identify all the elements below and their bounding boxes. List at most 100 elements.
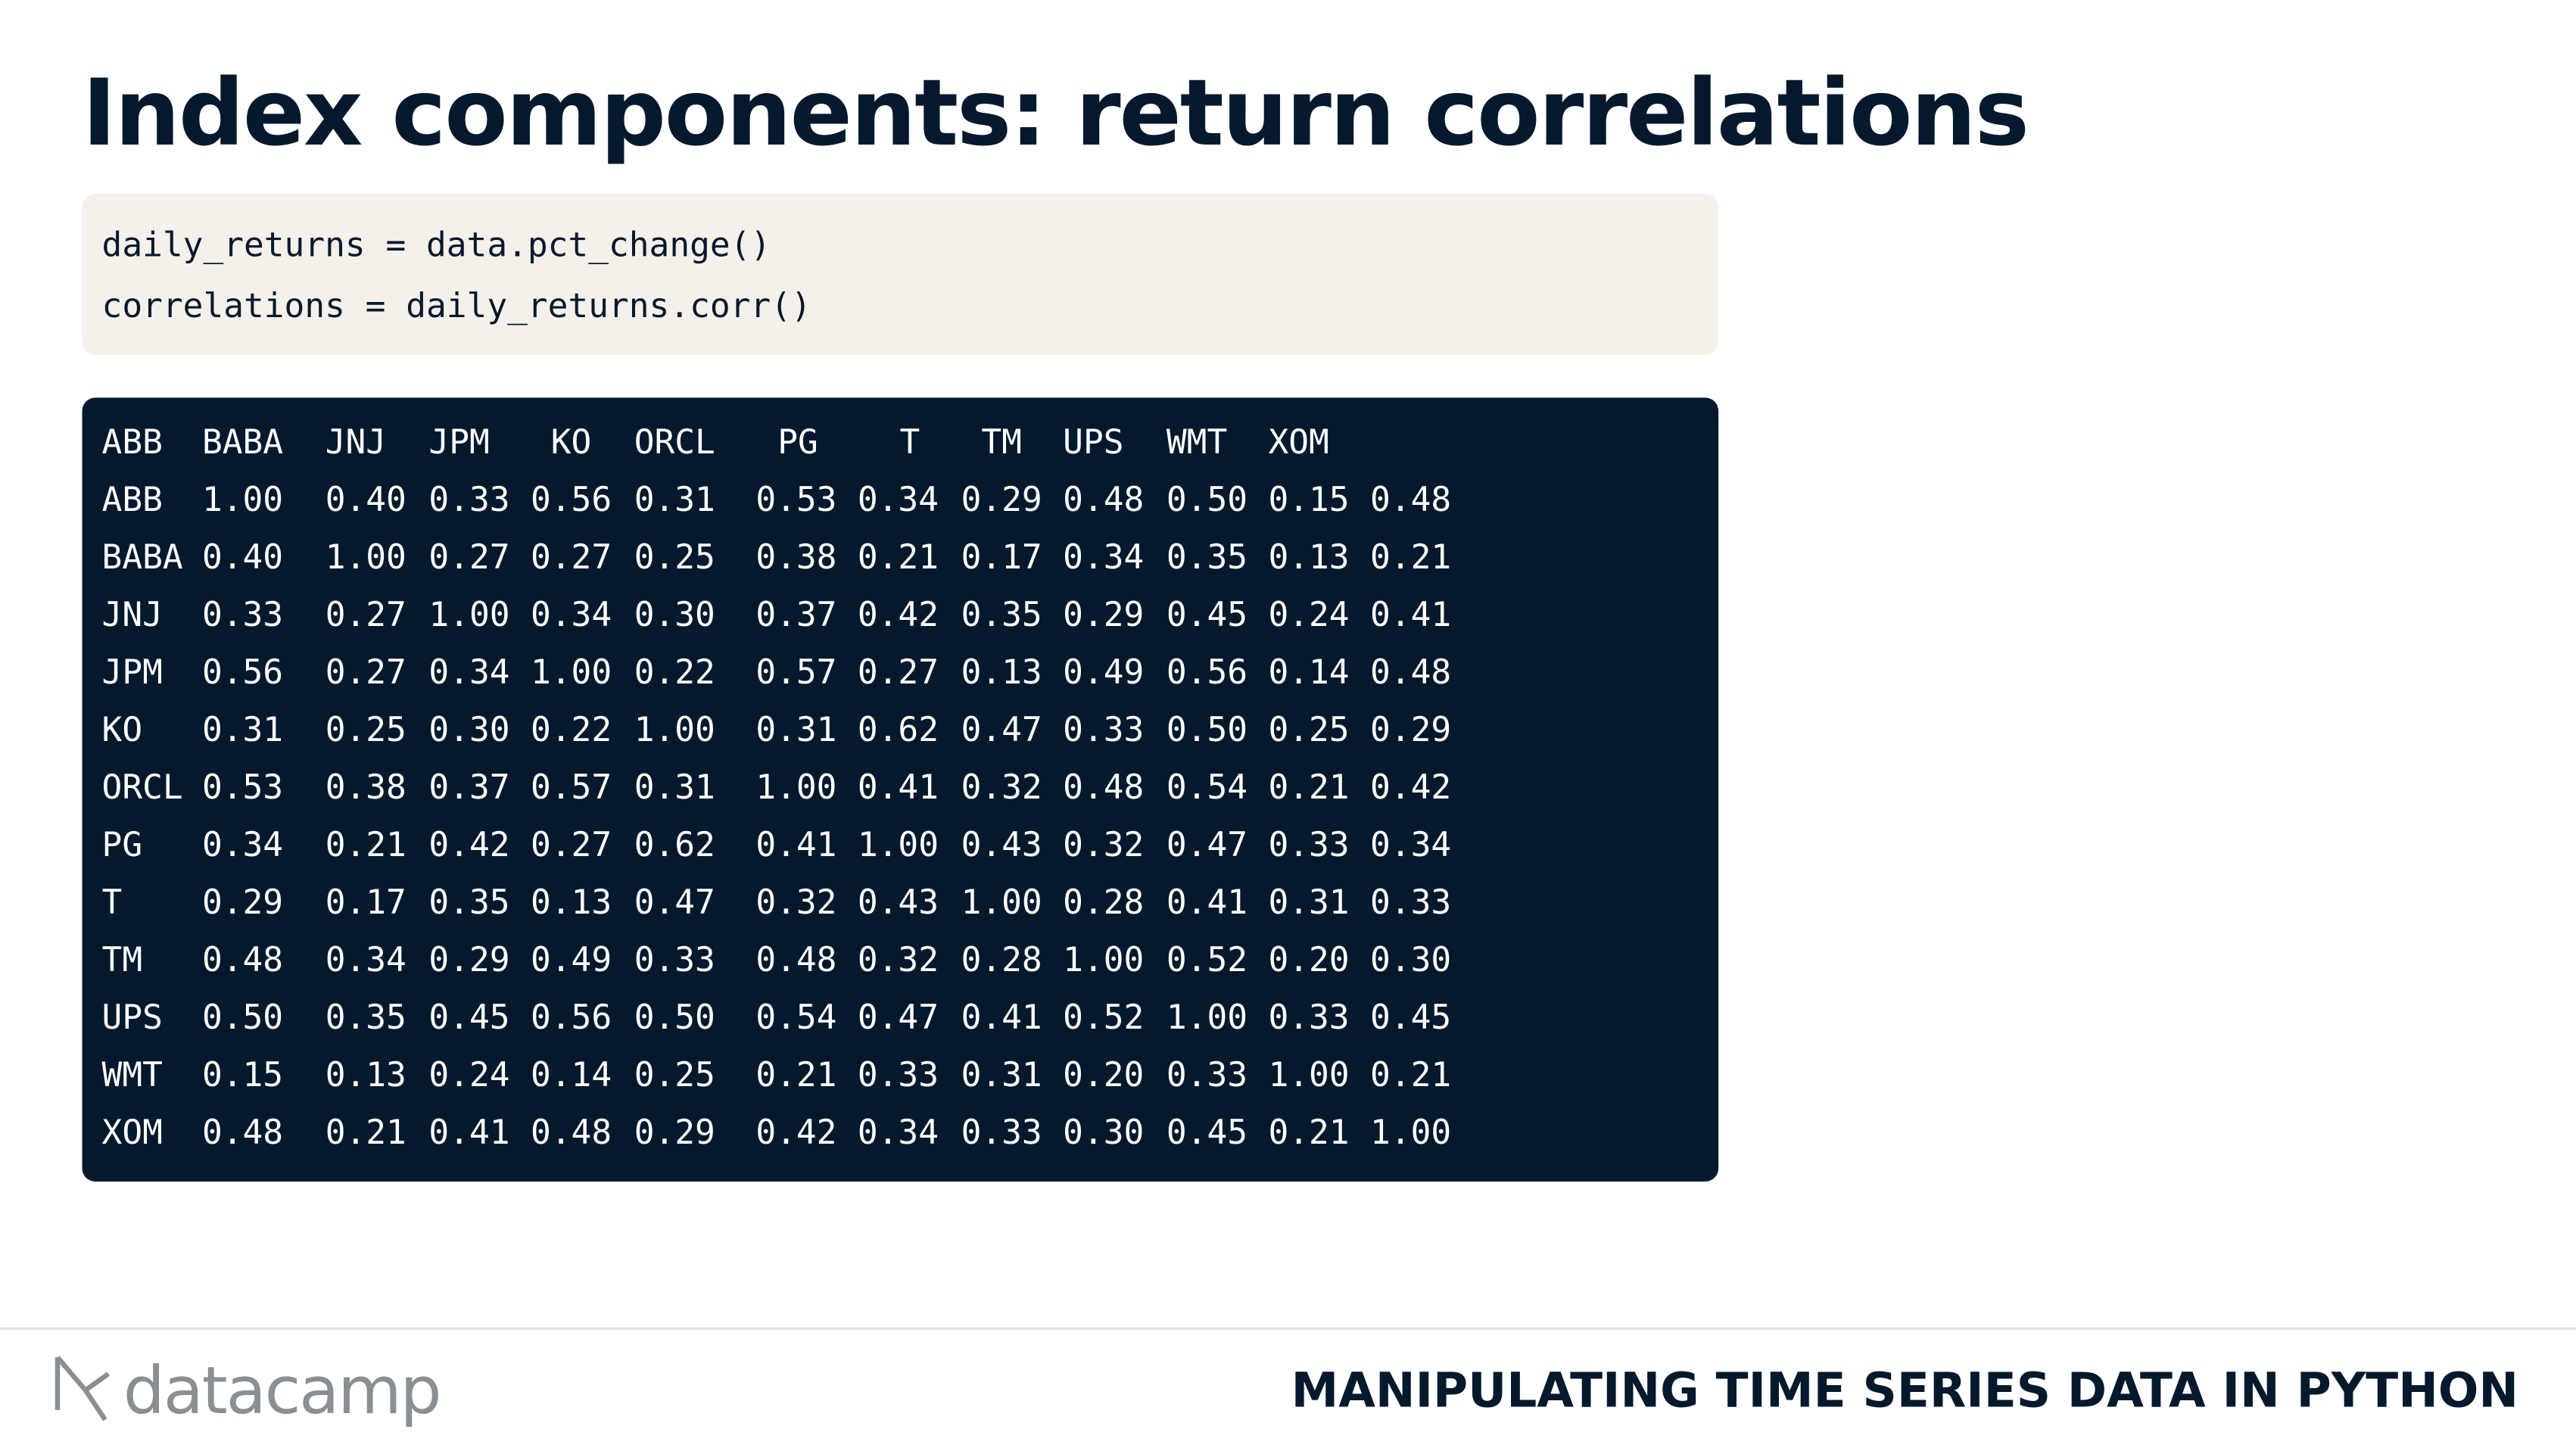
code-block xyxy=(82,194,1719,355)
table-cell: 0.31 xyxy=(755,711,836,749)
table-cell: 0.17 xyxy=(961,538,1042,577)
table-cell: 0.28 xyxy=(1063,883,1144,922)
table-cell: 0.45 xyxy=(1167,596,1248,634)
table-cell: 0.14 xyxy=(1268,653,1349,692)
table-cell: 0.52 xyxy=(1063,998,1144,1037)
table-cell: 0.34 xyxy=(202,826,283,864)
table-cell: 0.21 xyxy=(858,538,939,577)
table-cell: 0.48 xyxy=(755,941,836,979)
table-cell: 0.35 xyxy=(1167,538,1248,577)
table-cell: 0.47 xyxy=(961,711,1042,749)
course-name: MANIPULATING TIME SERIES DATA IN PYTHON xyxy=(1291,1362,2518,1418)
table-cell: 0.50 xyxy=(202,998,283,1037)
table-cell: 0.14 xyxy=(531,1056,612,1094)
table-cell: 0.29 xyxy=(1063,596,1144,634)
table-cell: 0.48 xyxy=(1370,481,1451,519)
table-cell: 0.40 xyxy=(202,538,283,577)
table-cell: 0.20 xyxy=(1268,941,1349,979)
table-cell: 0.24 xyxy=(1268,596,1349,634)
row-label: JNJ xyxy=(102,596,163,634)
table-cell: 0.42 xyxy=(755,1113,836,1152)
table-cell: 0.13 xyxy=(326,1056,406,1094)
table-cell: 1.00 xyxy=(634,711,715,749)
table-cell: 0.49 xyxy=(1063,653,1144,692)
table-cell: 0.31 xyxy=(1268,883,1349,922)
table-cell: 0.21 xyxy=(1268,768,1349,807)
table-cell: 0.41 xyxy=(858,768,939,807)
table-cell: 1.00 xyxy=(1063,941,1144,979)
table-cell: 0.45 xyxy=(428,998,509,1037)
table-cell: 0.56 xyxy=(531,998,612,1037)
row-label: KO xyxy=(102,711,143,749)
table-cell: 1.00 xyxy=(755,768,836,807)
table-cell: 0.34 xyxy=(858,1113,939,1152)
table-cell: 0.37 xyxy=(755,596,836,634)
table-cell: 0.20 xyxy=(1063,1056,1144,1094)
table-cell: 0.54 xyxy=(755,998,836,1037)
table-cell: 0.31 xyxy=(634,481,715,519)
table-cell: 0.29 xyxy=(634,1113,715,1152)
table-cell: 1.00 xyxy=(1268,1056,1349,1094)
table-cell: 0.31 xyxy=(634,768,715,807)
correlation-table: ABB BABA JNJ JPM KO ORCL PG T TM UPS WMT XOM ABB 1.00… xyxy=(102,423,1452,1152)
table-cell: 0.54 xyxy=(1167,768,1248,807)
table-cell: 0.30 xyxy=(1063,1113,1144,1152)
table-cell: 0.57 xyxy=(531,768,612,807)
table-cell: 0.48 xyxy=(531,1113,612,1152)
table-cell: 0.33 xyxy=(858,1056,939,1094)
column-header: ABB xyxy=(102,423,163,462)
table-cell: 0.31 xyxy=(961,1056,1042,1094)
table-cell: 0.25 xyxy=(1268,711,1349,749)
row-label: ORCL xyxy=(102,768,183,807)
column-header: T xyxy=(900,423,920,462)
logo-icon xyxy=(55,1356,111,1421)
table-cell: 0.25 xyxy=(634,1056,715,1094)
table-cell: 0.31 xyxy=(202,711,283,749)
table-cell: 0.21 xyxy=(1370,538,1451,577)
table-cell: 0.32 xyxy=(858,941,939,979)
table-cell: 0.28 xyxy=(961,941,1042,979)
column-header: BABA xyxy=(202,423,283,462)
column-header: WMT xyxy=(1167,423,1227,462)
table-cell: 0.56 xyxy=(531,481,612,519)
table-cell: 0.33 xyxy=(1370,883,1451,922)
table-cell: 0.32 xyxy=(1063,826,1144,864)
table-cell: 0.21 xyxy=(326,1113,406,1152)
table-cell: 0.35 xyxy=(428,883,509,922)
table-cell: 0.27 xyxy=(858,653,939,692)
table-cell: 0.48 xyxy=(1063,481,1144,519)
table-cell: 1.00 xyxy=(1167,998,1248,1037)
table-cell: 0.33 xyxy=(428,481,509,519)
table-cell: 0.13 xyxy=(1268,538,1349,577)
table-cell: 0.41 xyxy=(1370,596,1451,634)
table-cell: 0.56 xyxy=(202,653,283,692)
table-cell: 0.47 xyxy=(1167,826,1248,864)
table-cell: 0.33 xyxy=(1167,1056,1248,1094)
table-cell: 0.29 xyxy=(1370,711,1451,749)
row-label: UPS xyxy=(102,998,163,1037)
logo-text: datacamp xyxy=(123,1353,441,1429)
table-cell: 0.50 xyxy=(634,998,715,1037)
table-cell: 0.62 xyxy=(634,826,715,864)
table-cell: 0.21 xyxy=(1268,1113,1349,1152)
table-cell: 0.62 xyxy=(858,711,939,749)
table-cell: 0.30 xyxy=(634,596,715,634)
table-cell: 0.21 xyxy=(755,1056,836,1094)
table-cell: 0.27 xyxy=(531,826,612,864)
table-cell: 0.27 xyxy=(428,538,509,577)
table-cell: 0.22 xyxy=(531,711,612,749)
row-label: ABB xyxy=(102,481,163,519)
table-cell: 0.41 xyxy=(1167,883,1248,922)
table-cell: 1.00 xyxy=(961,883,1042,922)
table-cell: 0.34 xyxy=(858,481,939,519)
table-cell: 1.00 xyxy=(531,653,612,692)
table-cell: 0.41 xyxy=(428,1113,509,1152)
table-cell: 0.33 xyxy=(1268,826,1349,864)
table-cell: 0.25 xyxy=(634,538,715,577)
table-cell: 0.47 xyxy=(634,883,715,922)
table-cell: 0.15 xyxy=(1268,481,1349,519)
column-header: UPS xyxy=(1063,423,1123,462)
table-cell: 0.35 xyxy=(326,998,406,1037)
table-cell: 0.50 xyxy=(1167,481,1248,519)
